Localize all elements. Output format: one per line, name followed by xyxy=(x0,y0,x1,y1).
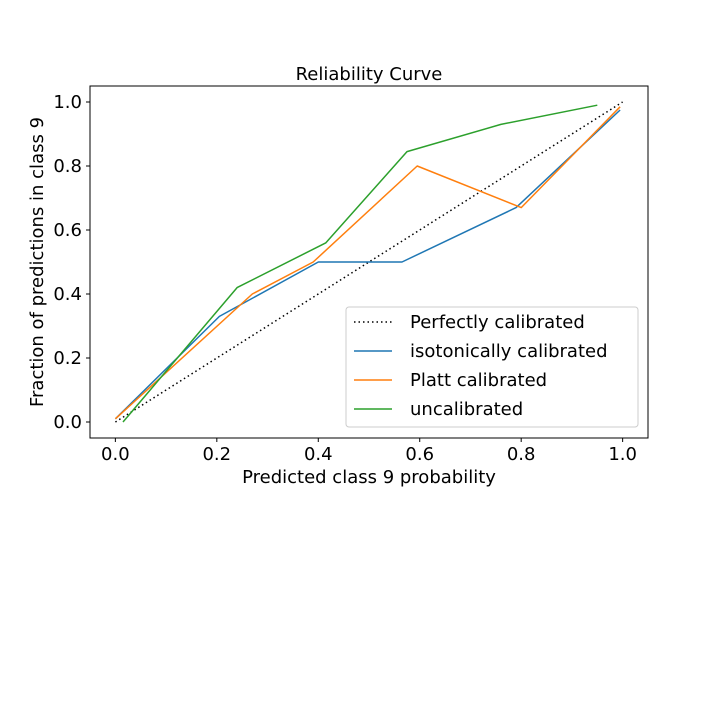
y-tick-label: 0.2 xyxy=(53,348,82,369)
legend-label: isotonically calibrated xyxy=(410,341,608,362)
series-line-platt-calibrated xyxy=(114,106,621,420)
legend-box xyxy=(345,306,639,428)
x-tick-label: 0.0 xyxy=(101,444,130,465)
chart-title: Reliability Curve xyxy=(296,64,443,85)
x-tick-label: 1.0 xyxy=(608,444,637,465)
legend-label: uncalibrated xyxy=(410,399,523,420)
y-tick-label: 0.4 xyxy=(53,284,82,305)
y-tick-label: 1.0 xyxy=(53,92,82,113)
legend-label: Perfectly calibrated xyxy=(410,312,585,333)
axes-frame xyxy=(89,85,649,439)
series-line-uncalibrated xyxy=(122,104,598,423)
plot-area xyxy=(114,101,624,423)
x-tick-label: 0.8 xyxy=(507,444,536,465)
y-axis-label: Fraction of predictions in class 9 xyxy=(27,117,48,407)
legend-label: Platt calibrated xyxy=(410,370,547,391)
y-tick-label: 0.8 xyxy=(53,156,82,177)
x-tick-label: 0.6 xyxy=(405,444,434,465)
x-tick-label: 0.4 xyxy=(304,444,333,465)
x-tick-label: 0.2 xyxy=(202,444,231,465)
legend: Perfectly calibrated isotonically calibra… xyxy=(345,306,639,428)
y-tick-label: 0.0 xyxy=(53,412,82,433)
x-axis-label: Predicted class 9 probability xyxy=(242,467,496,488)
series-line-perfectly-calibrated xyxy=(114,101,624,423)
y-tick-label: 0.6 xyxy=(53,220,82,241)
axis-ticks: 0.0 0.2 0.4 0.6 0.8 1.0 0.0 0.2 0.4 0.6 0.8 1.0 xyxy=(53,92,637,465)
series-line-isotonically-calibrated xyxy=(114,109,621,420)
